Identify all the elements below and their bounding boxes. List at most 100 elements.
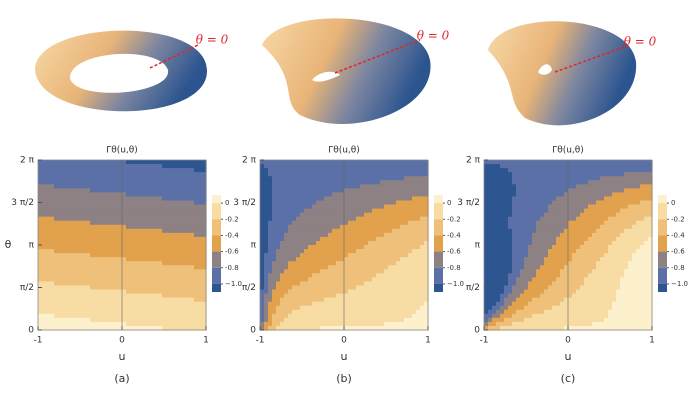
contour-cell (198, 281, 203, 286)
contour-cell (588, 221, 593, 226)
contour-cell (536, 261, 541, 266)
contour-cell (94, 273, 99, 278)
contour-cell (568, 176, 573, 181)
contour-cell (576, 269, 581, 274)
contour-cell (308, 217, 313, 222)
contour-cell (588, 269, 593, 274)
contour-cell (520, 249, 525, 254)
contour-cell (484, 310, 489, 315)
contour-cell (38, 273, 43, 278)
contour-cell (356, 196, 361, 201)
contour-cell (496, 164, 501, 169)
contour-cell (596, 294, 601, 299)
contour-cell (58, 261, 63, 266)
contour-cell (312, 306, 317, 311)
contour-cell (54, 213, 59, 218)
contour-cell (138, 253, 143, 258)
contour-cell (106, 176, 111, 181)
contour-cell (102, 314, 107, 319)
contour-cell (174, 209, 179, 214)
contour-cell (496, 306, 501, 311)
contour-cell (556, 237, 561, 242)
contour-cell (276, 285, 281, 290)
contour-cell (308, 281, 313, 286)
contour-cell (368, 314, 373, 319)
contour-cell (78, 306, 83, 311)
contour-cell (106, 160, 111, 165)
contour-cell (604, 273, 609, 278)
contour-cell (54, 269, 59, 274)
contour-cell (360, 233, 365, 238)
contour-cell (170, 298, 175, 303)
contour-cell (348, 294, 353, 299)
contour-cell (130, 273, 135, 278)
contour-cell (552, 213, 557, 218)
contour-cell (114, 314, 119, 319)
contour-cell (198, 172, 203, 177)
contour-cell (420, 241, 425, 246)
contour-cell (548, 249, 553, 254)
contour-cell (592, 257, 597, 262)
contour-cell (376, 257, 381, 262)
contour-cell (584, 196, 589, 201)
contour-cell (376, 273, 381, 278)
contour-cell (532, 172, 537, 177)
contour-cell (292, 184, 297, 189)
contour-cell (332, 205, 337, 210)
contour-cell (316, 302, 321, 307)
contour-cell (264, 196, 269, 201)
contour-cell (62, 192, 67, 197)
contour-cell (272, 192, 277, 197)
contour-cell (190, 209, 195, 214)
contour-cell (54, 318, 59, 323)
contour-cell (392, 322, 397, 327)
contour-cell (94, 281, 99, 286)
contour-cell (356, 209, 361, 214)
contour-cell (328, 233, 333, 238)
contour-cell (336, 245, 341, 250)
contour-cell (170, 261, 175, 266)
contour-cell (612, 241, 617, 246)
contour-cell (352, 245, 357, 250)
contour-cell (504, 172, 509, 177)
contour-cell (328, 225, 333, 230)
contour-cell (408, 273, 413, 278)
contour-cell (412, 233, 417, 238)
contour-cell (42, 277, 47, 282)
contour-cell (352, 221, 357, 226)
contour-cell (110, 164, 115, 169)
contour-cell (110, 310, 115, 315)
contour-cell (304, 172, 309, 177)
contour-cell (284, 322, 289, 327)
contour-cell (544, 172, 549, 177)
contour-cell (174, 233, 179, 238)
contour-cell (580, 205, 585, 210)
contour-cell (352, 318, 357, 323)
contour-cell (288, 269, 293, 274)
contour-cell (46, 205, 51, 210)
contour-cell (496, 322, 501, 327)
contour-cell (138, 184, 143, 189)
contour-cell (276, 269, 281, 274)
contour-cell (588, 257, 593, 262)
contour-cell (612, 164, 617, 169)
contour-cell (552, 172, 557, 177)
contour-cell (396, 221, 401, 226)
contour-cell (102, 176, 107, 181)
contour-cell (300, 318, 305, 323)
contour-cell (352, 213, 357, 218)
contour-cell (312, 314, 317, 319)
surface (262, 18, 431, 124)
contour-cell (596, 200, 601, 205)
contour-cell (584, 160, 589, 165)
contour-cell (98, 237, 103, 242)
contour-cell (134, 237, 139, 242)
annotation: θ = 0 (196, 33, 229, 47)
contour-cell (548, 168, 553, 173)
contour-cell (142, 257, 147, 262)
contour-cell (304, 285, 309, 290)
contour-cell (78, 310, 83, 315)
contour-cell (360, 221, 365, 226)
contour-cell (42, 209, 47, 214)
contour-cell (376, 172, 381, 177)
